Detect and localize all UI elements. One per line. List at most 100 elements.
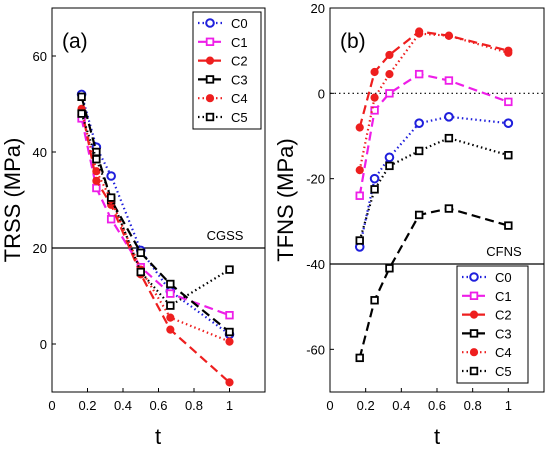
panel-a-series-c2-point (166, 325, 175, 334)
panel-a-legend-swatch-marker (205, 94, 215, 103)
panel-b-y-tick-label: -40 (306, 257, 325, 272)
panel-b-legend-box (456, 265, 529, 384)
panel-b-series-c1-point (385, 89, 394, 98)
panel-b-series-c3-point (355, 353, 364, 363)
panel-a-y-ticks: 0 20 40 60 (33, 49, 56, 352)
panel-a-legend-box (192, 11, 262, 130)
panel-a-legend-item-c1: C1 (198, 35, 248, 50)
panel-b-legend-label: C0 (495, 270, 512, 285)
panel-b-series-c5-point (504, 150, 513, 160)
panel-a-legend-item-c3: C3 (198, 72, 248, 87)
panel-b-series-c1-point (444, 76, 454, 85)
panel-b-x-tick-label: 0.2 (357, 398, 375, 413)
panel-a-x-tick-label: 0.2 (78, 398, 96, 413)
panel-b-y-tick-label: 0 (318, 86, 325, 101)
panel-a-series-c4-point (225, 337, 234, 346)
panel-a-legend-item-c4: C4 (198, 91, 248, 106)
panel-b-series-c2 (355, 27, 513, 132)
panel-b-series-c1-point (504, 97, 513, 107)
panel-b-x-tick-label: 0.6 (428, 398, 446, 413)
panel-b-series-c3-point (444, 204, 454, 213)
panel-b-legend-label: C2 (495, 308, 512, 323)
panel-b-series-c1-point (355, 191, 364, 200)
panel-b-legend-swatch-marker (469, 366, 479, 376)
panel-b-legend-item-c1: C1 (462, 289, 512, 304)
panel-b-series-c1 (355, 69, 513, 200)
panel-b-legend: C0 C1 C2 C3 C4 C5 (456, 265, 529, 384)
panel-a-series-c2 (77, 104, 234, 387)
panel-a-legend-label: C1 (231, 35, 248, 50)
panel-b-x-axis-label: t (434, 424, 440, 449)
panel-a-series-c1-line (80, 118, 230, 317)
panel-b-series-c1-point (414, 69, 424, 79)
panel-a-x-axis-label: t (155, 424, 161, 449)
panel-a-legend-item-c2: C2 (198, 54, 248, 69)
panel-a-series-c5-point (106, 193, 116, 202)
panel-b-series-c4-point (355, 166, 364, 175)
panel-a-x-tick-label: 0.8 (185, 398, 203, 413)
panel-a-x-tick-label: 0.4 (114, 398, 132, 413)
panel-b-label: (b) (340, 30, 366, 53)
panel-b-x-tick-label: 0 (326, 398, 333, 413)
panel-a-series-c1-point (166, 289, 175, 298)
panel-b-legend-swatch-marker (469, 329, 479, 338)
panel-b-y-ticks: -60 -40 -20 0 20 (306, 1, 334, 357)
panel-a-legend: C0 C1 C2 C3 C4 C5 (192, 11, 262, 130)
panel-b-legend-item-c0: C0 (462, 270, 512, 285)
panel-b-series-c5 (355, 133, 513, 245)
panel-a-series-c5-point (77, 109, 86, 118)
panel-a-series-c5-point (166, 301, 175, 310)
panel-a-series-c2-point (225, 378, 234, 387)
panel-a-series-c5-point (225, 265, 234, 274)
panel-a-series-c5-point (92, 154, 101, 164)
panel-a-series-c4-point (92, 167, 101, 176)
panel-a-legend-entries: C0 C1 C2 C3 C4 C5 (198, 16, 248, 125)
panel-a-series (76, 89, 235, 387)
panel-b-legend-swatch-marker (469, 348, 479, 357)
panel-b-legend-label: C5 (495, 364, 512, 379)
panel-b-series-c1-line (358, 72, 509, 196)
panel-b-legend-item-c3: C3 (462, 326, 512, 341)
panel-a-x-tick-label: 1 (226, 398, 233, 413)
panel-b-legend-item-c2: C2 (462, 308, 512, 323)
panel-a-legend-item-c5: C5 (198, 110, 248, 125)
panel-a-y-tick-label: 20 (33, 241, 47, 256)
panel-b-series-c2-point (370, 67, 379, 77)
panel-a-series-c3-point (225, 327, 234, 337)
panel-b-series-c3 (355, 204, 513, 363)
panel-a-series-c5-point (136, 267, 145, 277)
panel-b-series-c4-line (358, 32, 509, 171)
panel-a-cgss-label: CGSS (207, 228, 244, 243)
panel-a-series-c1 (77, 114, 234, 320)
panel-a-y-tick-label: 60 (33, 49, 47, 64)
panel-b-y-tick-label: -20 (306, 172, 325, 187)
panel-b-legend-item-c4: C4 (462, 345, 512, 360)
panel-b-legend-swatch-marker (469, 272, 479, 282)
panel-a-series-c4-point (166, 313, 175, 322)
panel-b-series-c0 (354, 112, 514, 252)
panel-b-series-c4-point (504, 48, 513, 57)
panel-b-x-tick-label: 0.8 (464, 398, 482, 413)
panel-a-x-tick-label: 0 (48, 398, 55, 413)
panel-b-series-c0-point (384, 152, 395, 163)
panel-a-series-c3-point (77, 92, 86, 101)
panel-b-legend-swatch-marker (469, 310, 479, 319)
panel-a-series-c1-point (106, 214, 116, 224)
panel-a-series-c0-line (80, 94, 231, 336)
panel-b-series-c5-point (414, 146, 424, 156)
panel-b-legend-label: C1 (495, 289, 512, 304)
panel-b-series-c4-point (385, 70, 394, 79)
panel-a-series-c2-line (80, 108, 231, 384)
panel-b-series-c2-line (358, 30, 509, 128)
panel-b-legend-label: C4 (495, 345, 512, 360)
panel-a-series-c3-point (136, 248, 145, 257)
panel-a-legend-label: C4 (231, 91, 248, 106)
panel-b-x-tick-label: 0.4 (392, 398, 410, 413)
panel-b-series-c5-point (370, 185, 379, 194)
panel-b-series-c3-point (385, 264, 394, 273)
panel-b: (b) 0 0.2 0.4 0.6 0.8 1 -60 -40 -20 0 20 t TFNS (… (273, 1, 545, 449)
panel-a-series-c3 (77, 92, 234, 337)
panel-a-series-c0-point (106, 171, 116, 181)
panel-a-series-c4 (77, 107, 234, 346)
